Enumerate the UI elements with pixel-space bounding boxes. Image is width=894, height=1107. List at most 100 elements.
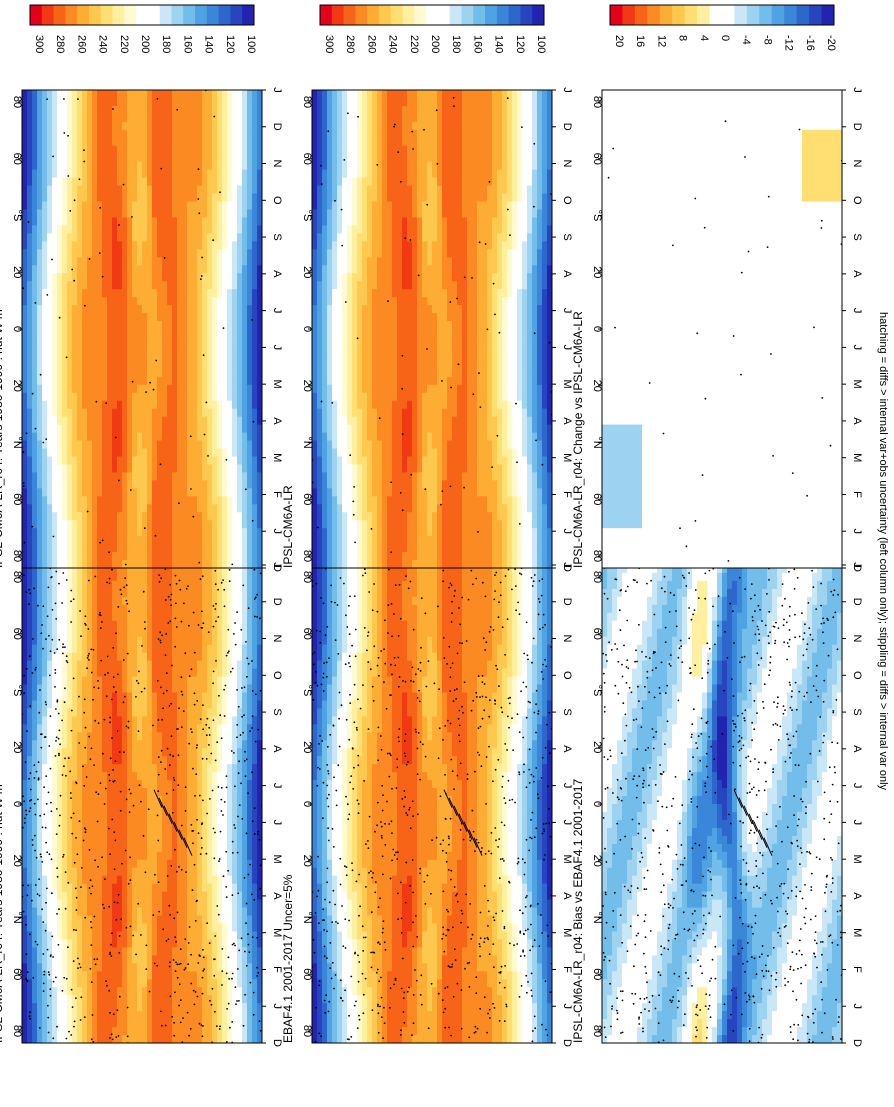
field-cell	[137, 740, 143, 749]
field-cell	[102, 748, 108, 757]
field-cell	[112, 98, 118, 107]
field-cell	[77, 653, 83, 662]
field-cell	[62, 708, 68, 717]
field-cell	[122, 931, 128, 940]
stipple-dot	[238, 1000, 240, 1002]
field-cell	[242, 876, 248, 885]
stipple-dot	[192, 889, 194, 891]
field-cell	[102, 732, 108, 741]
field-cell	[97, 122, 103, 131]
field-cell	[102, 908, 108, 917]
field-cell	[37, 289, 43, 298]
stipple-dot	[88, 659, 90, 661]
field-cell	[97, 504, 103, 513]
field-cell	[142, 812, 148, 821]
field-cell	[252, 653, 258, 662]
field-cell	[82, 194, 88, 203]
field-cell	[112, 788, 118, 797]
field-cell	[242, 995, 248, 1004]
field-cell	[82, 98, 88, 107]
field-cell	[217, 629, 223, 638]
stipple-dot	[97, 866, 99, 868]
field-cell	[112, 345, 118, 354]
field-cell	[237, 884, 243, 893]
field-cell	[107, 162, 113, 171]
field-cell	[32, 708, 38, 717]
field-cell	[212, 979, 218, 988]
field-cell	[237, 716, 243, 725]
stipple-dot	[111, 819, 113, 821]
stipple-dot	[201, 611, 203, 613]
field-cell	[37, 241, 43, 250]
field-cell	[32, 321, 38, 330]
stipple-dot	[184, 938, 186, 940]
field-cell	[27, 876, 33, 885]
field-cell	[127, 844, 133, 853]
field-cell	[47, 756, 53, 765]
field-cell	[157, 860, 163, 869]
field-cell	[42, 860, 48, 869]
stipple-dot	[194, 692, 196, 694]
field-cell	[107, 892, 113, 901]
field-cell	[52, 963, 58, 972]
field-cell	[22, 939, 28, 948]
field-cell	[92, 589, 98, 598]
stipple-dot	[231, 1021, 233, 1023]
field-cell	[157, 947, 163, 956]
field-cell	[247, 987, 253, 996]
field-cell	[82, 560, 88, 569]
field-cell	[157, 812, 163, 821]
stipple-dot	[210, 753, 212, 755]
field-cell	[252, 868, 258, 877]
field-cell	[247, 740, 253, 749]
field-cell	[27, 449, 33, 458]
stipple-dot	[37, 605, 39, 607]
field-cell	[92, 979, 98, 988]
stipple-dot	[249, 864, 251, 866]
field-cell	[212, 820, 218, 829]
field-cell	[27, 98, 33, 107]
field-cell	[107, 154, 113, 163]
field-cell	[112, 756, 118, 765]
field-cell	[92, 265, 98, 274]
field-cell	[202, 995, 208, 1004]
field-cell	[22, 369, 28, 378]
field-cell	[172, 788, 178, 797]
stipple-dot	[55, 708, 57, 710]
field-cell	[167, 804, 173, 813]
stipple-dot	[133, 805, 135, 807]
field-cell	[112, 732, 118, 741]
field-cell	[87, 329, 93, 338]
field-cell	[202, 716, 208, 725]
month-tick-label: A	[271, 745, 283, 753]
field-cell	[42, 361, 48, 370]
field-cell	[122, 573, 128, 582]
field-cell	[137, 581, 143, 590]
field-cell	[127, 732, 133, 741]
field-cell	[77, 947, 83, 956]
field-cell	[137, 884, 143, 893]
field-cell	[177, 924, 183, 933]
stipple-dot	[29, 705, 31, 707]
field-cell	[172, 1027, 178, 1036]
field-cell	[212, 908, 218, 917]
field-cell	[117, 281, 123, 290]
field-cell	[237, 987, 243, 996]
field-cell	[32, 178, 38, 187]
field-cell	[167, 836, 173, 845]
field-cell	[192, 947, 198, 956]
field-cell	[52, 138, 58, 147]
stipple-dot	[136, 680, 138, 682]
field-cell	[222, 1019, 228, 1028]
field-cell	[222, 764, 228, 773]
stipple-dot	[240, 734, 242, 736]
stipple-dot	[96, 958, 98, 960]
field-cell	[117, 480, 123, 489]
stipple-dot	[245, 641, 247, 643]
field-cell	[247, 836, 253, 845]
field-cell	[42, 892, 48, 901]
field-cell	[72, 393, 78, 402]
field-cell	[242, 939, 248, 948]
field-cell	[102, 241, 108, 250]
field-cell	[212, 788, 218, 797]
